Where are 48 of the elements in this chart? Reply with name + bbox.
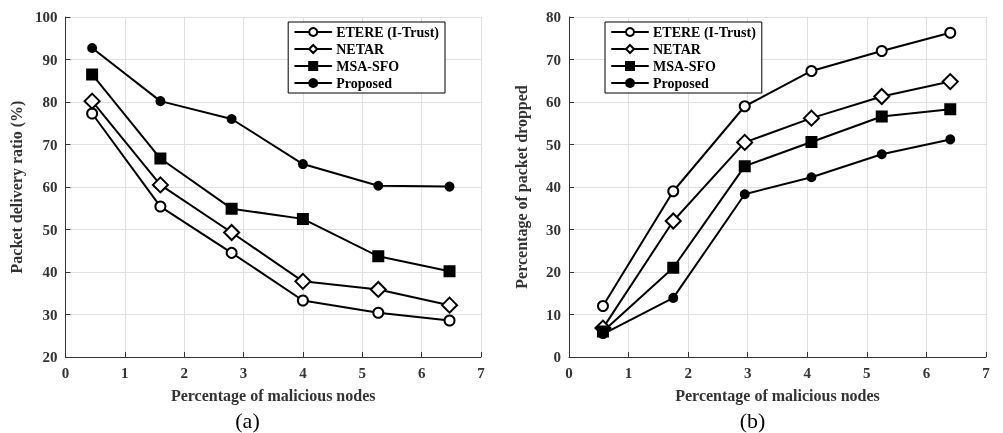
x-tick-label: 7 bbox=[477, 364, 486, 381]
x-tick-label: 2 bbox=[180, 364, 188, 381]
x-tick-label: 0 bbox=[565, 364, 573, 381]
y-tick-label: 40 bbox=[42, 264, 58, 280]
x-tick-label: 1 bbox=[624, 364, 633, 381]
y-tick-label: 80 bbox=[42, 94, 58, 110]
y-tick-label: 20 bbox=[546, 264, 561, 280]
x-axis-title: Percentage of malicious nodes bbox=[675, 386, 880, 405]
legend-label: NETAR bbox=[653, 41, 702, 57]
y-tick-label: 30 bbox=[546, 221, 561, 238]
y-tick-label: 10 bbox=[546, 306, 561, 323]
y-tick-label: 70 bbox=[546, 51, 561, 68]
text: (a) bbox=[235, 407, 260, 433]
x-tick-label: 1 bbox=[121, 364, 129, 381]
y-tick-label: 60 bbox=[42, 179, 58, 195]
y-tick-label: 70 bbox=[42, 136, 58, 153]
x-tick-label: 4 bbox=[803, 364, 812, 381]
x-axis-title: Percentage of malicious nodes bbox=[170, 386, 376, 405]
x-tick-label: 4 bbox=[299, 364, 308, 381]
x-tick-label: 6 bbox=[922, 364, 931, 381]
y-axis-title: Percentage of packet dropped bbox=[512, 85, 531, 289]
y-tick-label: 60 bbox=[546, 94, 561, 110]
legend-label: Proposed bbox=[653, 75, 709, 91]
x-tick-label: 0 bbox=[61, 364, 70, 381]
y-tick-label: 0 bbox=[553, 349, 561, 365]
text: (b) bbox=[739, 407, 766, 433]
x-tick-label: 5 bbox=[863, 364, 871, 381]
x-tick-label: 7 bbox=[982, 364, 991, 381]
legend-label: ETERE (I-Trust) bbox=[653, 24, 757, 41]
y-tick-label: 50 bbox=[42, 221, 58, 238]
x-tick-label: 3 bbox=[239, 364, 248, 381]
y-tick-label: 20 bbox=[42, 349, 58, 365]
y-tick-label: 40 bbox=[546, 179, 561, 195]
y-tick-label: 30 bbox=[42, 306, 58, 323]
y-axis-title: Packet delivery ratio (%) bbox=[7, 100, 26, 274]
y-tick-label: 50 bbox=[546, 136, 561, 153]
y-tick-label: 90 bbox=[42, 51, 58, 68]
legend-label: Proposed bbox=[336, 75, 393, 91]
x-tick-label: 5 bbox=[358, 364, 367, 381]
x-tick-label: 6 bbox=[417, 364, 426, 381]
y-tick-label: 100 bbox=[34, 9, 58, 25]
legend-label: MSA-SFO bbox=[653, 58, 717, 74]
x-tick-label: 3 bbox=[743, 364, 752, 381]
legend-label: MSA-SFO bbox=[336, 58, 400, 74]
legend-label: ETERE (I-Trust) bbox=[336, 24, 440, 41]
y-tick-label: 80 bbox=[546, 9, 561, 25]
legend-label: NETAR bbox=[336, 41, 386, 57]
x-tick-label: 2 bbox=[684, 364, 692, 381]
